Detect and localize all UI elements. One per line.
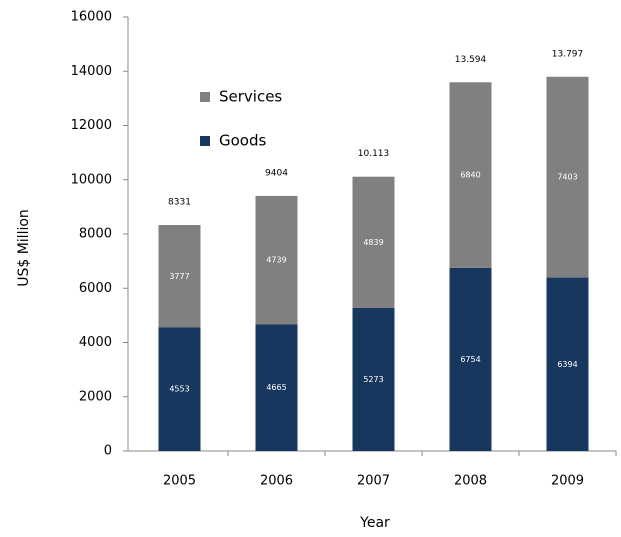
bar-segment xyxy=(352,307,395,451)
x-tick-label: 2008 xyxy=(454,474,487,489)
legend-label: Services xyxy=(219,88,282,106)
bar-segment xyxy=(449,82,492,268)
segment-label: 4553 xyxy=(169,385,189,394)
legend-label: Goods xyxy=(219,132,266,150)
y-tick-label: 6000 xyxy=(79,281,112,296)
y-tick-label: 8000 xyxy=(79,227,112,242)
bar-segment xyxy=(255,195,298,325)
total-label: 8331 xyxy=(168,198,191,208)
y-tick-label: 12000 xyxy=(71,118,112,133)
y-tick-label: 2000 xyxy=(79,389,112,404)
y-tick-label: 14000 xyxy=(71,64,112,79)
x-tick-label: 2006 xyxy=(260,474,293,489)
bar-segment xyxy=(158,225,201,328)
segment-label: 5273 xyxy=(363,375,383,384)
bar-segment xyxy=(546,76,589,278)
legend-swatch xyxy=(200,136,210,146)
x-tick-label: 2009 xyxy=(551,474,584,489)
segment-label: 4739 xyxy=(266,256,286,265)
segment-label: 3777 xyxy=(169,272,189,281)
bar-segment xyxy=(546,277,589,451)
bar-segment xyxy=(255,324,298,451)
y-tick-label: 10000 xyxy=(71,172,112,187)
segment-label: 6840 xyxy=(460,171,480,180)
legend-swatch xyxy=(200,92,210,102)
x-tick-label: 2007 xyxy=(357,474,390,489)
segment-label: 6394 xyxy=(557,360,577,369)
total-label: 9404 xyxy=(265,168,288,178)
y-tick-label: 0 xyxy=(104,444,112,459)
y-axis-title: US$ Million xyxy=(16,209,32,287)
x-tick-label: 2005 xyxy=(163,474,196,489)
segment-label: 4839 xyxy=(363,238,383,247)
total-label: 13.797 xyxy=(552,49,584,59)
bar-segment xyxy=(449,267,492,451)
bar-segment xyxy=(352,176,395,308)
segment-label: 6754 xyxy=(460,355,480,364)
total-label: 13.594 xyxy=(455,55,487,65)
y-tick-label: 4000 xyxy=(79,335,112,350)
segment-label: 4665 xyxy=(266,383,286,392)
bar-segment xyxy=(158,327,201,451)
y-tick-label: 16000 xyxy=(71,10,112,25)
segment-label: 7403 xyxy=(557,173,577,182)
total-label: 10.113 xyxy=(358,149,390,159)
x-axis-title: Year xyxy=(359,515,390,531)
